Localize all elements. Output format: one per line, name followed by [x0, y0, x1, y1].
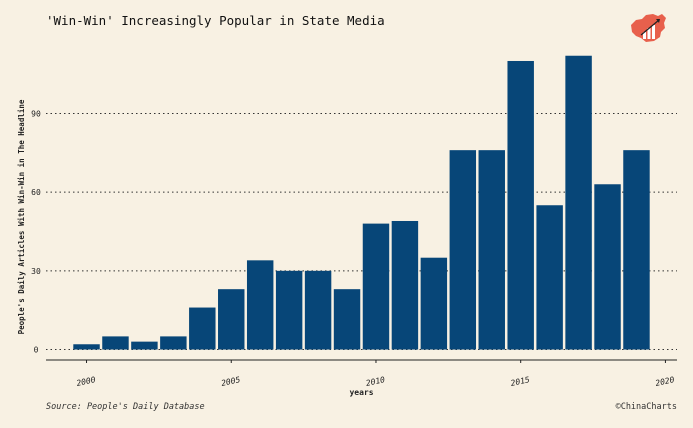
bar	[362, 223, 390, 350]
bar	[189, 307, 216, 350]
bar	[131, 341, 158, 350]
bar	[565, 55, 592, 350]
x-tick-label: 2005	[220, 375, 241, 388]
bar	[391, 220, 419, 350]
bar	[333, 289, 361, 350]
gridlines	[46, 112, 677, 351]
china-map-bar-chart-icon	[631, 14, 666, 42]
y-tick-label: 30	[31, 267, 41, 276]
bar	[478, 150, 505, 350]
bar	[304, 270, 332, 350]
y-tick-label: 90	[31, 109, 41, 118]
bar	[420, 257, 448, 350]
x-tick-labels: 2000 2005 2010 2015 2020	[76, 360, 676, 388]
bar	[218, 289, 245, 350]
y-tick-label: 0	[34, 346, 39, 355]
y-tick-label: 60	[31, 188, 41, 197]
bar	[507, 60, 534, 350]
bar	[275, 270, 303, 350]
bar	[102, 336, 129, 350]
source-note: Source: People's Daily Database	[46, 402, 205, 412]
chart-title: 'Win-Win' Increasingly Popular in State …	[46, 13, 385, 28]
bar	[536, 205, 563, 350]
x-tick-label: 2015	[510, 375, 531, 388]
bars	[73, 55, 650, 350]
y-tick-labels: 0 30 60 90	[31, 109, 41, 354]
x-axis-title: years	[349, 388, 373, 397]
credit: ©ChinaCharts	[615, 402, 677, 412]
y-axis-title: People's Daily Articles With Win-Win in …	[17, 99, 26, 334]
bar	[246, 260, 274, 350]
bar	[623, 150, 650, 350]
bar	[449, 150, 477, 350]
bar	[160, 336, 187, 350]
x-tick-label: 2010	[365, 375, 386, 388]
x-tick-label: 2020	[655, 375, 676, 388]
bar	[594, 184, 621, 350]
x-tick-label: 2000	[76, 375, 97, 388]
bar	[73, 344, 100, 350]
